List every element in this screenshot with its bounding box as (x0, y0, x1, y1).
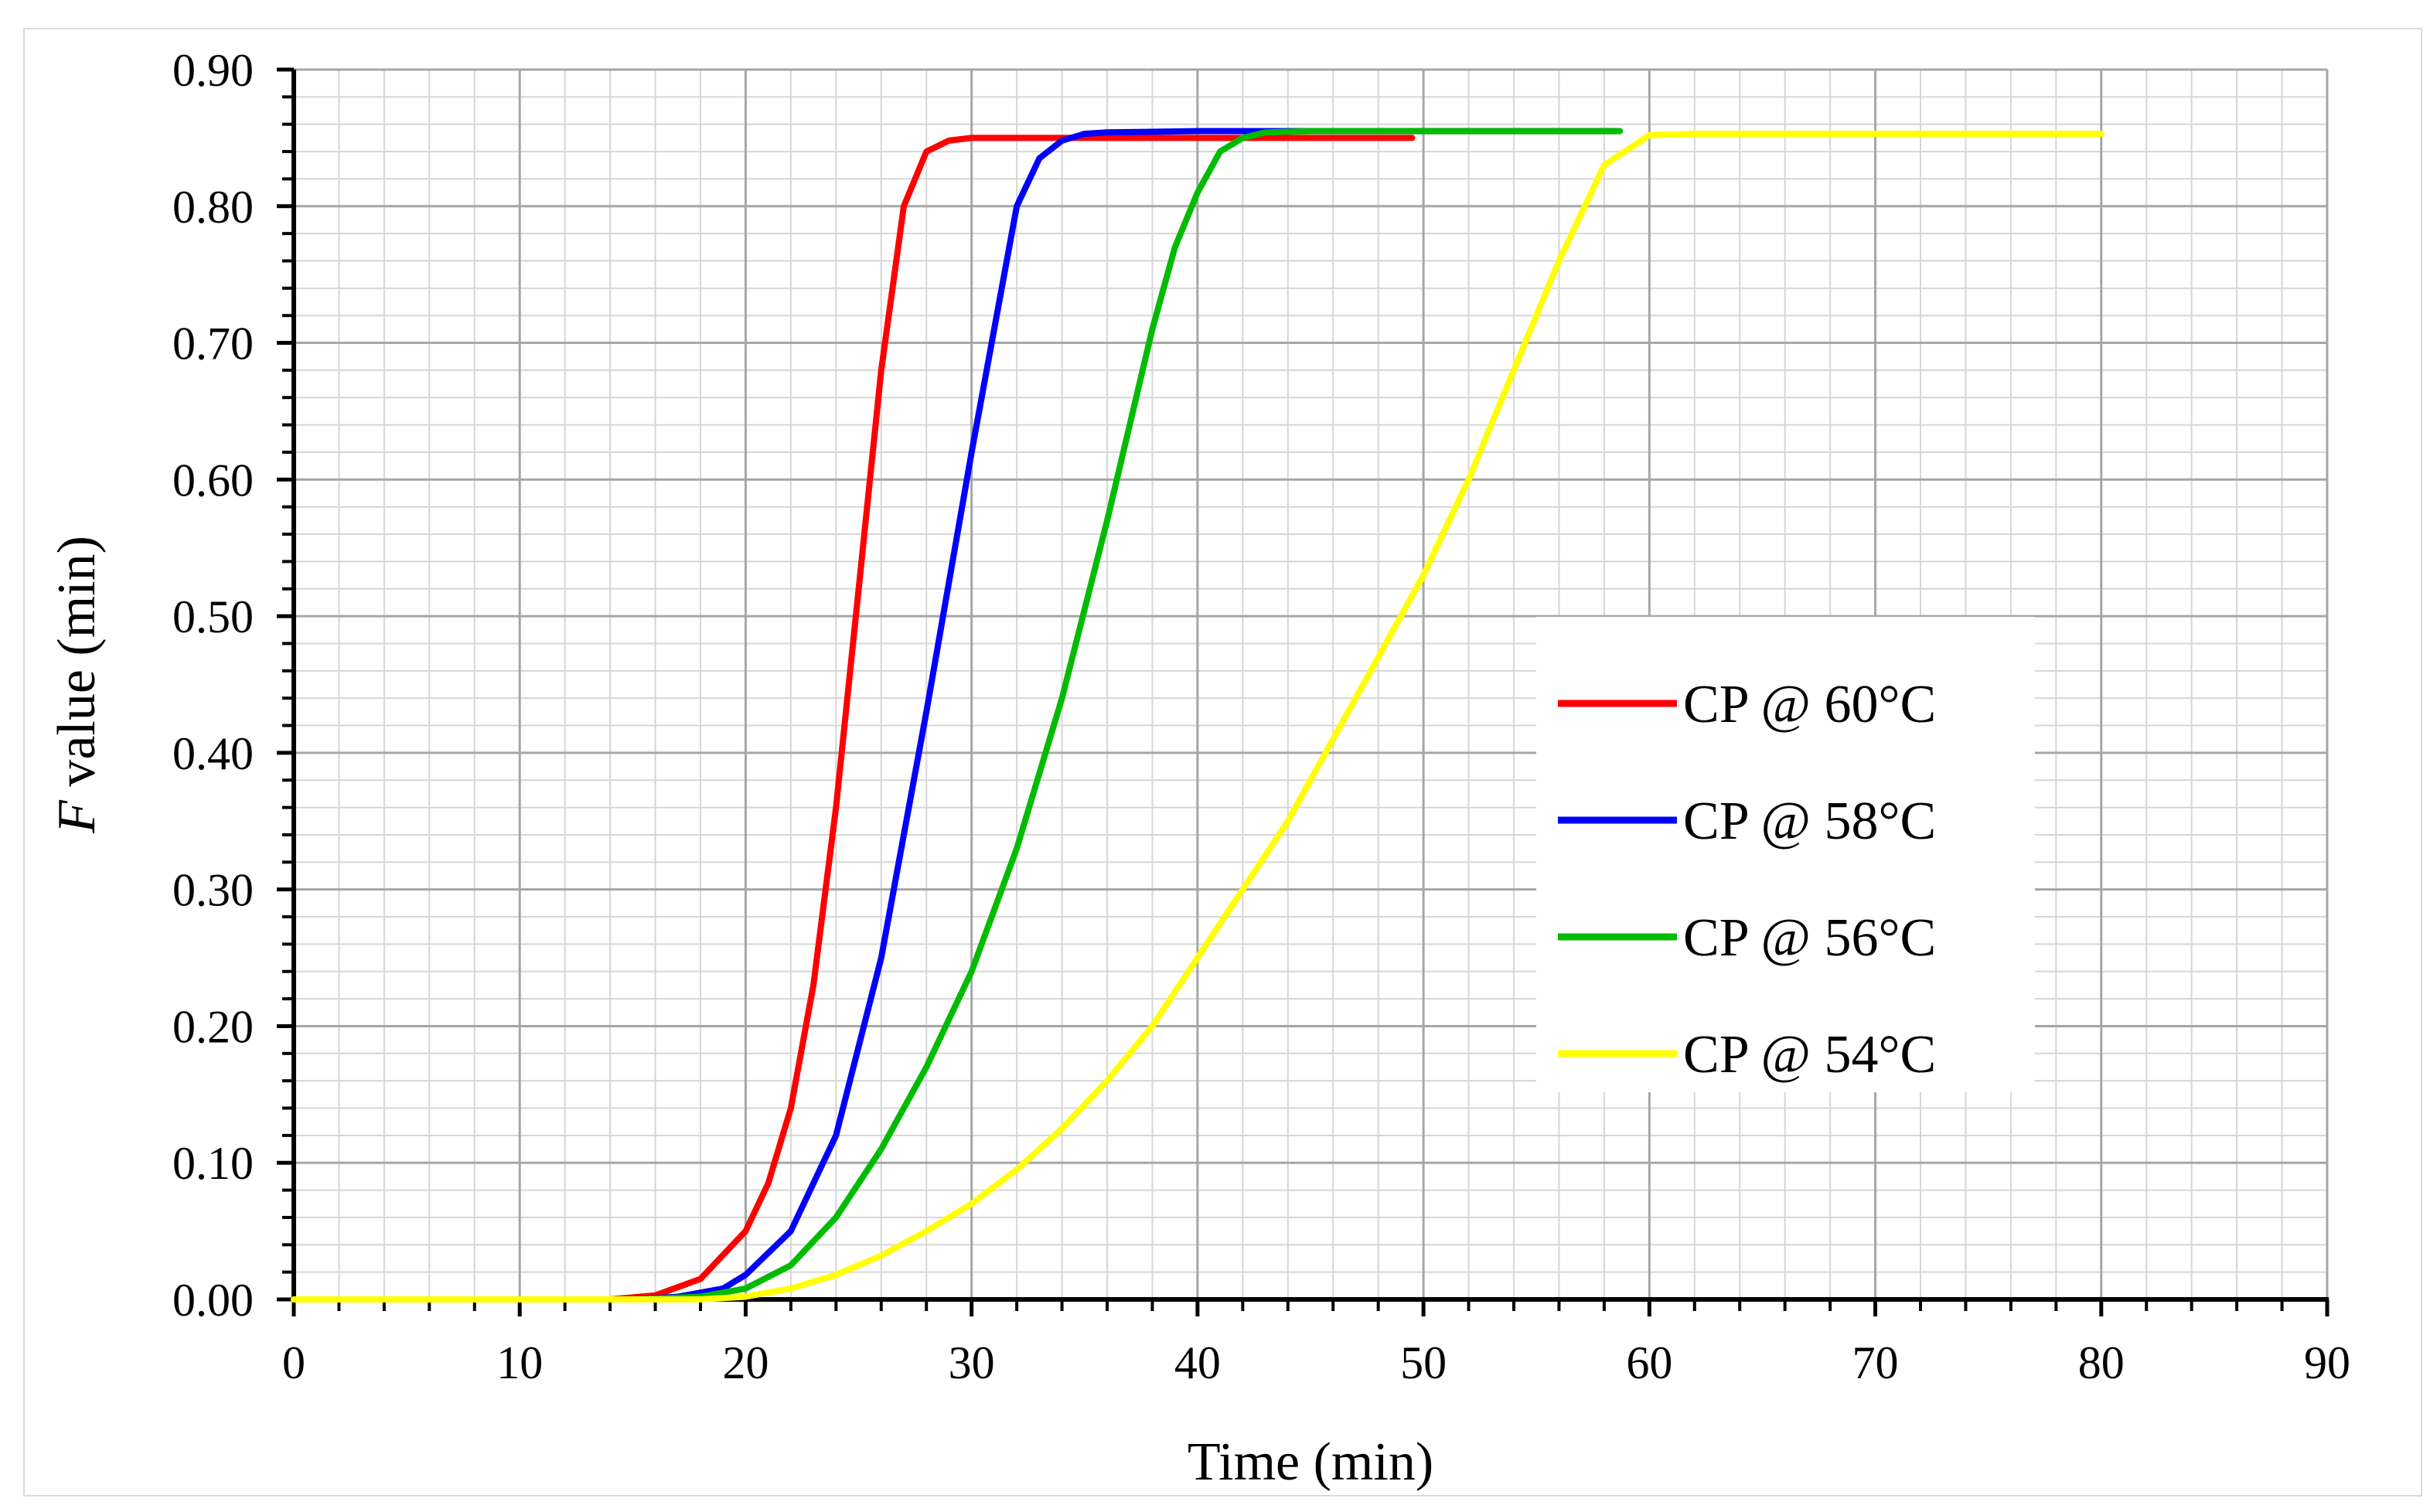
x-tick-label: 30 (949, 1337, 995, 1388)
x-tick-label: 0 (282, 1337, 305, 1388)
series-line-58c (291, 128, 1619, 1303)
chart-figure: 0 10 20 30 40 50 60 70 80 90 0.00 0.10 0.20 0.30 0.40 0… (23, 28, 2422, 1497)
y-axis-title-rest: value (min) (47, 536, 107, 800)
y-tick-label: 0.80 (172, 182, 254, 233)
y-tick-label: 0.10 (172, 1138, 254, 1189)
y-tick-label: 0.40 (172, 728, 254, 779)
legend-label-58c: CP @ 58°C (1683, 792, 1936, 851)
series-line-56c (291, 128, 1624, 1303)
y-tick-label: 0.50 (172, 591, 254, 642)
x-tick-label: 40 (1174, 1337, 1221, 1388)
y-axis-title-italic: F (47, 799, 107, 834)
ticks: 0 10 20 30 40 50 60 70 80 90 0.00 0.10 0.20 0.30 0.40 0… (172, 45, 2350, 1388)
x-tick-label: 10 (496, 1337, 543, 1388)
grid (294, 68, 2329, 1299)
x-tick-label: 50 (1400, 1337, 1447, 1388)
legend-label-54c: CP @ 54°C (1683, 1025, 1936, 1085)
y-tick-label: 0.90 (172, 45, 254, 96)
line-chart: 0 10 20 30 40 50 60 70 80 90 0.00 0.10 0.20 0.30 0.40 0… (47, 45, 2350, 1492)
series-line-60c (291, 135, 1416, 1303)
x-tick-label: 90 (2304, 1337, 2350, 1388)
y-tick-label: 0.70 (172, 318, 254, 369)
x-tick-label: 80 (2078, 1337, 2125, 1388)
y-tick-label: 0.60 (172, 455, 254, 506)
legend-entries: CP @ 60°C CP @ 58°C CP @ 56°C CP @ 54°C (1558, 675, 1936, 1085)
y-tick-label: 0.00 (172, 1275, 254, 1326)
x-axis-title: Time (min) (1188, 1432, 1433, 1492)
x-tick-label: 60 (1626, 1337, 1672, 1388)
series-line-54c (291, 131, 2105, 1303)
y-tick-label: 0.20 (172, 1001, 254, 1052)
y-axis-title: F value (min) (47, 536, 107, 834)
series-lines (291, 128, 2105, 1303)
legend-label-56c: CP @ 56°C (1683, 908, 1936, 968)
x-tick-label: 20 (722, 1337, 769, 1388)
legend-box (1536, 617, 2035, 1092)
x-tick-label: 70 (1852, 1337, 1899, 1388)
legend-label-60c: CP @ 60°C (1683, 675, 1936, 734)
y-tick-label: 0.30 (172, 865, 254, 916)
legend: CP @ 60°C CP @ 58°C CP @ 56°C CP @ 54°C (1536, 617, 2035, 1092)
